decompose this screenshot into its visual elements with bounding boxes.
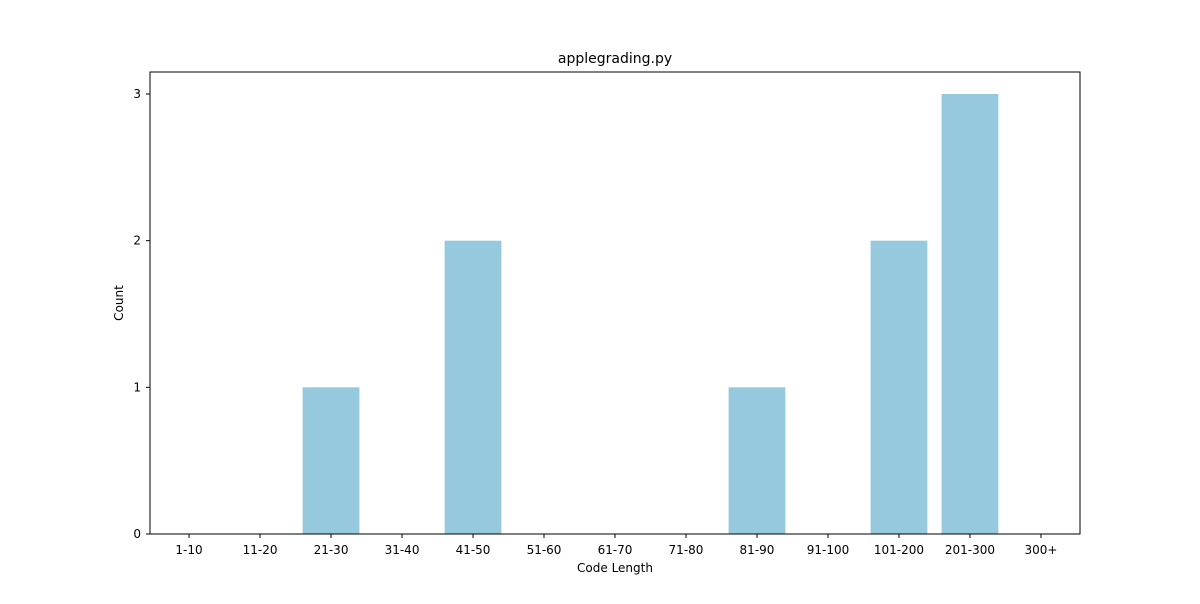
x-tick-label: 51-60	[527, 543, 562, 557]
bar-21-30	[302, 387, 360, 534]
x-tick-label: 31-40	[385, 543, 420, 557]
y-tick-label: 3	[133, 87, 141, 101]
bar-41-50	[444, 240, 502, 534]
y-axis-ticks: 0 1 2 3	[133, 87, 150, 541]
x-tick-label: 41-50	[456, 543, 491, 557]
bar-101-200	[870, 240, 928, 534]
bar-201-300	[941, 94, 999, 534]
x-axis-label: Code Length	[577, 561, 653, 575]
x-tick-label: 81-90	[740, 543, 775, 557]
x-tick-label: 300+	[1024, 543, 1057, 557]
y-tick-label: 2	[133, 234, 141, 248]
x-tick-label: 11-20	[243, 543, 278, 557]
plot-frame	[149, 71, 1081, 535]
y-tick-label: 1	[133, 380, 141, 394]
bars-layer	[302, 94, 999, 534]
x-tick-label: 61-70	[598, 543, 633, 557]
x-tick-label: 21-30	[314, 543, 349, 557]
y-axis-label: Count	[112, 285, 126, 321]
chart-title: applegrading.py	[558, 51, 672, 67]
bar-81-90	[728, 387, 786, 534]
y-tick-label: 0	[133, 527, 141, 541]
x-tick-label: 1-10	[175, 543, 202, 557]
x-tick-label: 91-100	[807, 543, 850, 557]
x-axis-ticks: 1-10 11-20 21-30 31-40 41-50 51-60 61-70 71-80 8…	[175, 534, 1057, 557]
x-tick-label: 201-300	[945, 543, 995, 557]
x-tick-label: 101-200	[874, 543, 924, 557]
x-tick-label: 71-80	[669, 543, 704, 557]
